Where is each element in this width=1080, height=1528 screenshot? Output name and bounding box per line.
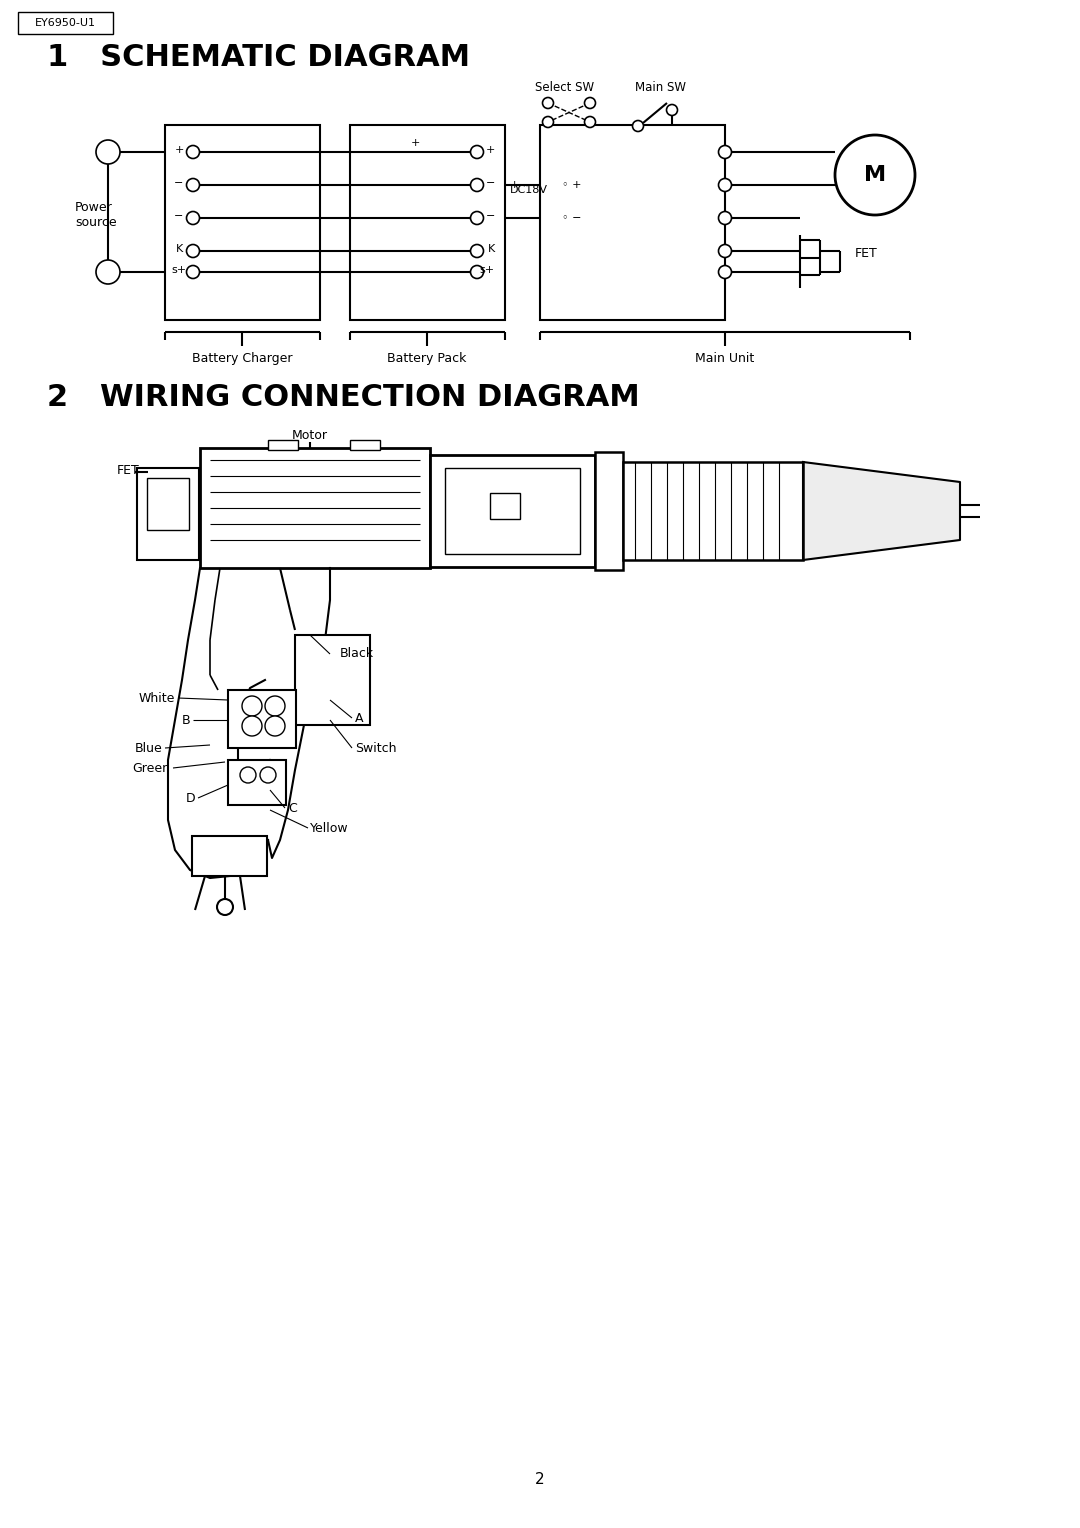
Bar bbox=[147, 478, 189, 530]
Circle shape bbox=[240, 767, 256, 782]
Circle shape bbox=[718, 244, 731, 258]
Text: FET: FET bbox=[117, 463, 139, 477]
Text: Motor: Motor bbox=[292, 428, 328, 442]
Text: DC18V: DC18V bbox=[510, 185, 548, 196]
Text: Main SW: Main SW bbox=[635, 81, 686, 93]
Text: −: − bbox=[174, 211, 184, 222]
Text: 1   SCHEMATIC DIAGRAM: 1 SCHEMATIC DIAGRAM bbox=[48, 43, 470, 72]
Circle shape bbox=[542, 98, 554, 108]
Text: Yellow: Yellow bbox=[310, 822, 349, 834]
Bar bbox=[350, 125, 505, 319]
Bar bbox=[595, 452, 623, 570]
Circle shape bbox=[265, 695, 285, 717]
Bar bbox=[228, 759, 286, 805]
Circle shape bbox=[265, 717, 285, 736]
Text: s+: s+ bbox=[480, 264, 495, 275]
Circle shape bbox=[471, 179, 484, 191]
Bar bbox=[137, 468, 199, 559]
Text: Green: Green bbox=[132, 761, 170, 775]
Text: +: + bbox=[486, 145, 495, 154]
Text: +: + bbox=[410, 138, 420, 148]
Circle shape bbox=[718, 145, 731, 159]
Bar bbox=[200, 448, 430, 568]
Text: Select SW: Select SW bbox=[536, 81, 595, 93]
Circle shape bbox=[187, 179, 200, 191]
Text: K: K bbox=[175, 244, 183, 254]
Circle shape bbox=[96, 260, 120, 284]
Text: Switch: Switch bbox=[355, 741, 396, 755]
Text: FET: FET bbox=[855, 246, 878, 260]
Circle shape bbox=[835, 134, 915, 215]
Text: s+: s+ bbox=[172, 264, 187, 275]
Bar bbox=[165, 125, 320, 319]
Circle shape bbox=[584, 116, 595, 127]
Text: ◦ +: ◦ + bbox=[562, 180, 581, 189]
Text: EY6950-U1: EY6950-U1 bbox=[35, 18, 95, 28]
Circle shape bbox=[471, 145, 484, 159]
Text: D: D bbox=[186, 792, 195, 805]
Bar bbox=[18, 12, 113, 34]
Circle shape bbox=[471, 211, 484, 225]
Text: K: K bbox=[488, 244, 495, 254]
Text: 2: 2 bbox=[536, 1473, 544, 1487]
Text: −: − bbox=[486, 177, 495, 188]
Circle shape bbox=[542, 116, 554, 127]
Text: 2   WIRING CONNECTION DIAGRAM: 2 WIRING CONNECTION DIAGRAM bbox=[48, 382, 639, 411]
Text: C: C bbox=[288, 802, 297, 814]
Circle shape bbox=[471, 244, 484, 258]
Bar bbox=[445, 468, 580, 555]
Circle shape bbox=[96, 141, 120, 163]
Text: ◦ −: ◦ − bbox=[562, 212, 581, 223]
Text: Battery Charger: Battery Charger bbox=[192, 351, 293, 365]
Text: M: M bbox=[864, 165, 886, 185]
Circle shape bbox=[260, 767, 276, 782]
Circle shape bbox=[471, 266, 484, 278]
Text: +: + bbox=[174, 145, 184, 154]
Circle shape bbox=[242, 717, 262, 736]
Circle shape bbox=[718, 179, 731, 191]
Bar bbox=[490, 494, 519, 520]
Bar bbox=[540, 125, 725, 319]
Circle shape bbox=[187, 266, 200, 278]
Text: Battery Pack: Battery Pack bbox=[388, 351, 467, 365]
Bar bbox=[430, 455, 595, 567]
Bar bbox=[192, 836, 267, 876]
Circle shape bbox=[718, 266, 731, 278]
Polygon shape bbox=[804, 461, 960, 559]
Text: +: + bbox=[510, 180, 519, 189]
Circle shape bbox=[187, 145, 200, 159]
Text: B: B bbox=[181, 714, 190, 726]
Text: White: White bbox=[138, 692, 175, 704]
Bar bbox=[228, 691, 296, 749]
Bar bbox=[623, 461, 804, 559]
Text: A: A bbox=[355, 712, 364, 724]
Bar bbox=[350, 440, 380, 451]
Text: −: − bbox=[174, 177, 184, 188]
Text: Power
source: Power source bbox=[75, 202, 117, 229]
Text: −: − bbox=[486, 211, 495, 222]
Circle shape bbox=[584, 98, 595, 108]
Circle shape bbox=[666, 104, 677, 116]
Circle shape bbox=[187, 244, 200, 258]
Text: Blue: Blue bbox=[134, 741, 162, 755]
Text: −: − bbox=[510, 212, 519, 223]
Circle shape bbox=[718, 211, 731, 225]
Bar bbox=[295, 636, 370, 724]
Circle shape bbox=[242, 695, 262, 717]
Bar bbox=[268, 440, 298, 451]
Circle shape bbox=[187, 211, 200, 225]
Circle shape bbox=[217, 898, 233, 915]
Text: Main Unit: Main Unit bbox=[696, 351, 755, 365]
Circle shape bbox=[633, 121, 644, 131]
Text: Black: Black bbox=[340, 646, 374, 660]
